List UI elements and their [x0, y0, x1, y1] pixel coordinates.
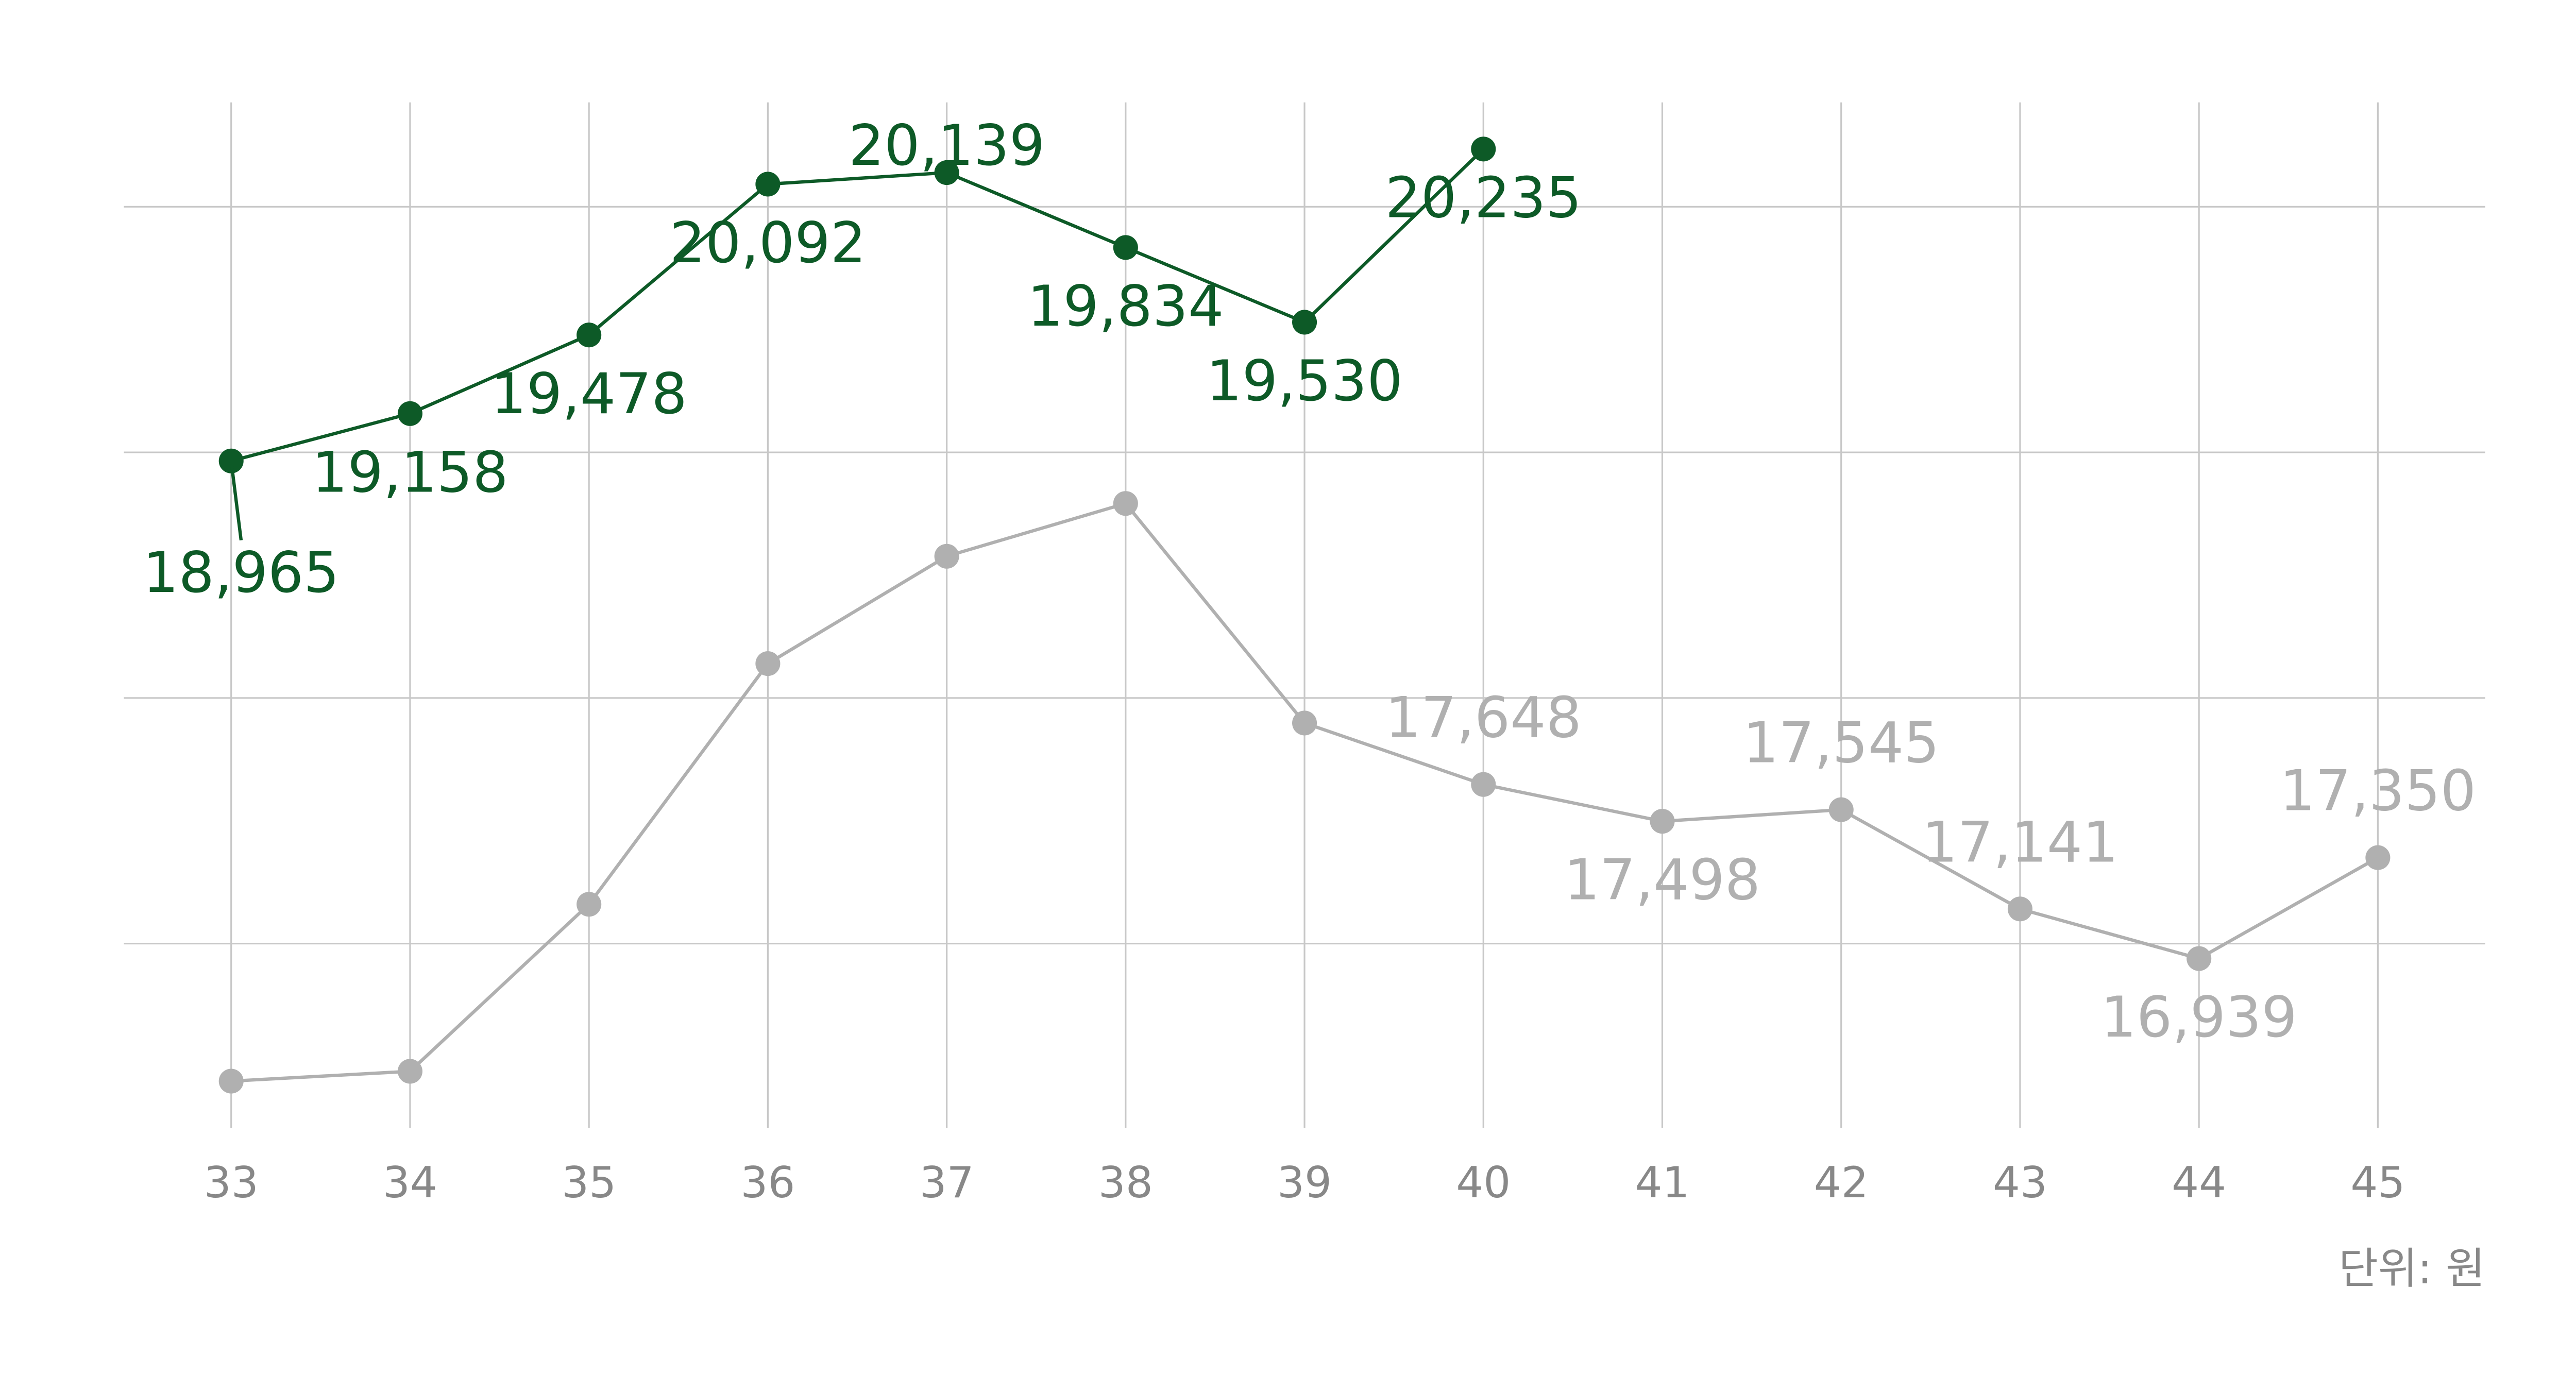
x-tick-label: 40	[1456, 1158, 1511, 1208]
x-tick-label: 37	[920, 1158, 974, 1208]
data-point	[1292, 710, 1317, 736]
data-point	[755, 651, 781, 676]
series-line	[230, 147, 1485, 463]
data-point	[1113, 491, 1138, 516]
value-label: 20,235	[1385, 165, 1582, 231]
x-tick-label: 42	[1814, 1158, 1869, 1208]
data-point	[755, 172, 781, 197]
value-label: 17,498	[1564, 847, 1760, 913]
x-tick-label: 34	[383, 1158, 437, 1208]
value-label: 19,478	[491, 361, 687, 427]
data-point	[934, 160, 959, 185]
data-point	[2365, 845, 2391, 870]
data-point	[1650, 809, 1675, 834]
x-tick-label: 36	[740, 1158, 795, 1208]
value-label: 19,158	[312, 439, 508, 505]
x-tick-label: 38	[1098, 1158, 1153, 1208]
x-tick-label: 35	[562, 1158, 616, 1208]
x-tick-label: 39	[1277, 1158, 1332, 1208]
data-point	[1828, 797, 1854, 822]
data-point	[1292, 310, 1317, 335]
value-label: 17,545	[1743, 710, 1939, 776]
data-point	[577, 892, 602, 917]
data-point	[1471, 137, 1496, 162]
value-label: 17,141	[1922, 809, 2118, 875]
data-point	[2007, 896, 2032, 922]
data-point	[397, 1059, 422, 1084]
data-point	[1113, 235, 1138, 260]
data-point	[577, 323, 602, 348]
value-label: 17,648	[1385, 685, 1582, 751]
value-label: 18,965	[143, 540, 339, 605]
leader-line	[229, 461, 243, 541]
data-point	[1471, 772, 1496, 797]
value-label: 17,350	[2280, 758, 2476, 824]
x-tick-label: 33	[204, 1158, 259, 1208]
value-label: 16,939	[2101, 985, 2297, 1050]
x-tick-label: 44	[2172, 1158, 2226, 1208]
data-point	[218, 1068, 244, 1094]
data-point	[2187, 946, 2212, 971]
value-label: 19,834	[1027, 274, 1224, 339]
data-point	[397, 401, 422, 426]
x-tick-label: 45	[2350, 1158, 2405, 1208]
x-tick-label: 43	[1993, 1158, 2047, 1208]
value-label: 19,530	[1206, 348, 1402, 414]
unit-note: 단위: 원	[2338, 1244, 2485, 1294]
value-label: 20,092	[670, 210, 866, 276]
data-point	[934, 544, 959, 569]
x-tick-label: 41	[1635, 1158, 1689, 1208]
value-label: 20,139	[849, 113, 1045, 178]
